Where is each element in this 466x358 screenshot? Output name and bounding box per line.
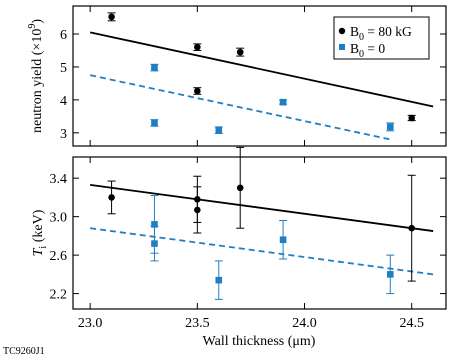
bottom-fit-line-circle: [90, 184, 434, 232]
x-tick-label: 23.5: [185, 316, 210, 331]
bottom-data-point-square: [151, 240, 158, 247]
top-y-tick-label: 4: [60, 94, 67, 109]
top-y-tick-label: 3: [60, 127, 67, 142]
top-plot-frame: [72, 5, 447, 147]
top-data-point-circle: [194, 87, 201, 95]
bottom-y-tick-label: 2.6: [50, 249, 68, 264]
legend-marker-b0-0: [339, 44, 345, 50]
bottom-y-tick-label: 3.4: [50, 172, 68, 187]
bottom-y-tick-label: 2.2: [50, 288, 68, 303]
bottom-data-point-circle: [408, 224, 416, 232]
bottom-y-axis-label: Ti (keV): [31, 209, 49, 256]
bottom-data-point-square: [151, 221, 158, 228]
bottom-data-point-square: [386, 271, 394, 278]
bottom-data-points: [107, 146, 416, 300]
top-fit-line-circle: [89, 31, 434, 108]
top-data-point-square: [151, 64, 158, 71]
bottom-y-tick-label: 3.0: [50, 211, 68, 226]
bottom-fit-lines: [90, 184, 434, 276]
bottom-data-point-circle: [236, 184, 244, 192]
bottom-plot-frame: [72, 156, 447, 310]
top-data-point-square: [386, 123, 394, 131]
bottom-data-point-square: [279, 236, 287, 244]
top-panel: 3 4 5 6 neutron yield (×109) B0 = 80 kG B0 …: [27, 5, 447, 147]
bottom-tick-group: 2.2 2.6 3.0 3.4 23.0 23.5 24.0 24.5: [50, 157, 446, 331]
legend-label-b0-0: B0 = 0: [350, 41, 385, 60]
x-tick-label: 24.5: [399, 316, 424, 331]
top-data-point-square: [151, 119, 158, 127]
bottom-data-point-circle: [108, 194, 115, 201]
bottom-data-point-square: [215, 276, 223, 284]
top-data-point-circle: [236, 48, 244, 56]
bottom-data-point-circle: [194, 206, 201, 214]
x-tick-label: 24.0: [292, 316, 317, 331]
bottom-fit-line-square: [90, 227, 434, 276]
top-fit-lines: [89, 31, 434, 141]
top-fit-line-square: [89, 74, 391, 141]
top-y-tick-label: 5: [60, 61, 67, 76]
x-axis-label: Wall thickness (μm): [203, 334, 316, 349]
figure-code: TC9260J1: [3, 346, 45, 357]
top-data-point-circle: [408, 114, 416, 122]
legend-marker-b0-80kg: [338, 27, 346, 35]
x-tick-label: 23.0: [78, 316, 103, 331]
legend-label-b0-80kg: B0 = 80 kG: [350, 24, 412, 43]
top-data-point-square: [279, 98, 287, 106]
top-y-axis-label: neutron yield (×109): [27, 19, 45, 133]
top-data-point-square: [215, 126, 223, 134]
legend: B0 = 80 kG B0 = 0: [333, 16, 430, 60]
top-data-point-circle: [108, 13, 115, 21]
top-y-tick-label: 6: [60, 28, 67, 43]
top-y-axis-label-exponent: 9: [27, 24, 38, 29]
top-data-points: [107, 12, 416, 134]
top-data-point-circle: [194, 43, 201, 51]
legend-box: [333, 16, 430, 60]
bottom-panel: 2.2 2.6 3.0 3.4 23.0 23.5 24.0 24.5 Ti (keV) Wa…: [31, 146, 447, 349]
top-tick-group: 3 4 5 6: [60, 6, 446, 146]
